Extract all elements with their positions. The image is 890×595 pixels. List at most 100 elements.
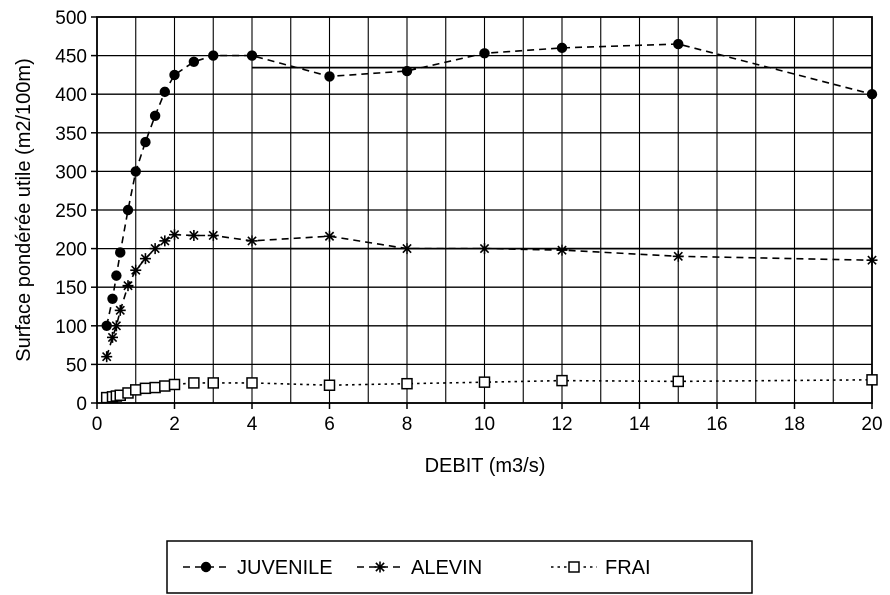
y-tick-label: 0: [76, 394, 87, 415]
juvenile-point: [107, 293, 118, 304]
y-axis-title: Surface pondérée utile (m2/100m): [13, 58, 35, 362]
grid-layer: [96, 16, 873, 404]
asterisk-stroke: [208, 230, 218, 241]
x-axis-title: DEBIT (m3/s): [425, 455, 546, 477]
alevin-point: [556, 244, 568, 256]
juvenile-point: [556, 42, 568, 54]
legend-swatch-marker: [568, 561, 580, 573]
juvenile-point: [122, 204, 134, 216]
asterisk-stroke: [867, 255, 877, 265]
frai-point: [139, 382, 152, 395]
alevin-point: [130, 264, 142, 276]
series-alevin: [101, 229, 878, 363]
x-tick-label: 4: [247, 414, 258, 435]
frai-point: [207, 377, 219, 389]
juvenile-point: [101, 320, 112, 331]
frai-point: [188, 377, 200, 389]
legend: JUVENILE ALEVIN FRAI: [166, 540, 753, 594]
y-tick-label: 200: [55, 240, 87, 261]
frai-point: [149, 381, 161, 394]
asterisk-stroke: [247, 236, 257, 246]
y-tick-label: 300: [55, 162, 87, 183]
asterisk-stroke: [160, 236, 170, 246]
asterisk-stroke: [150, 243, 160, 254]
frai-point: [159, 380, 171, 392]
alevin-point: [207, 229, 219, 241]
asterisk-stroke: [189, 230, 199, 241]
y-tick-label: 250: [55, 201, 87, 222]
x-tick-label: 12: [551, 414, 572, 435]
juvenile-point: [188, 56, 200, 67]
alevin-point: [188, 229, 200, 241]
juvenile-point: [673, 38, 684, 50]
juvenile-point: [401, 65, 413, 77]
juvenile-point: [169, 69, 180, 81]
label-layer: DEBIT (m3/s) Surface pondérée utile (m2/…: [13, 58, 545, 477]
alevin-point: [139, 253, 151, 265]
frai-point: [323, 379, 336, 391]
juvenile-point: [140, 136, 151, 148]
alevin-point: [110, 320, 122, 332]
y-tick-label: 50: [66, 355, 87, 376]
x-tick-label: 18: [784, 414, 805, 435]
y-tick-label: 100: [55, 317, 87, 338]
juvenile-point: [149, 110, 161, 122]
alevin-point: [246, 235, 258, 247]
y-tick-label: 350: [55, 124, 87, 145]
asterisk-stroke: [324, 231, 335, 241]
x-tick-label: 6: [324, 414, 335, 435]
asterisk-stroke: [140, 253, 151, 264]
alevin-point: [107, 331, 118, 343]
juvenile-point: [130, 166, 141, 177]
asterisk-stroke: [479, 243, 490, 254]
asterisk-stroke: [375, 562, 385, 572]
asterisk-stroke: [101, 351, 112, 362]
y-tick-label: 400: [55, 85, 87, 106]
frai-point: [672, 375, 684, 388]
legend-item-frai: FRAI: [551, 557, 651, 579]
frai-point: [478, 376, 491, 388]
legend-label-juvenile: JUVENILE: [237, 557, 333, 579]
series-juvenile: [101, 38, 878, 331]
juvenile-point: [159, 86, 171, 98]
asterisk-stroke: [402, 243, 412, 254]
juvenile-point: [479, 48, 490, 59]
alevin-point: [169, 229, 180, 241]
alevin-point: [479, 243, 490, 255]
x-tick-label: 10: [474, 414, 495, 435]
x-tick-label: 16: [706, 414, 727, 435]
alevin-point: [122, 280, 134, 292]
asterisk-stroke: [557, 245, 567, 255]
series-layer: [100, 38, 878, 404]
series-frai: [100, 374, 878, 404]
axis-layer: 0 50 100 150 200 250 300 350 400 450 500 0 2 4 6 8 10 12 1…: [55, 8, 882, 435]
x-tick-label: 14: [629, 414, 651, 435]
y-tick-label: 450: [55, 47, 87, 68]
x-tick-label: 2: [169, 414, 180, 435]
juvenile-point: [115, 247, 126, 258]
juvenile-point: [111, 270, 122, 281]
x-tick-label: 8: [402, 414, 413, 435]
legend-label-alevin: ALEVIN: [411, 557, 482, 579]
asterisk-stroke: [115, 305, 125, 316]
y-tick-label: 150: [55, 278, 87, 299]
juvenile-point: [246, 50, 258, 61]
alevin-point: [101, 351, 113, 363]
asterisk-stroke: [111, 321, 122, 331]
legend-item-juvenile: JUVENILE: [183, 557, 333, 579]
alevin-point: [114, 304, 126, 316]
frai-point: [246, 377, 258, 389]
legend-label-frai: FRAI: [605, 557, 651, 579]
asterisk-stroke: [107, 332, 118, 343]
frai-point: [556, 374, 568, 387]
alevin-point: [149, 243, 161, 255]
legend-item-alevin: ALEVIN: [357, 557, 482, 579]
legend-items: JUVENILE ALEVIN FRAI: [183, 557, 651, 579]
alevin-point: [324, 230, 335, 242]
frai-point: [866, 374, 878, 386]
alevin-point: [401, 243, 413, 255]
frai-point: [401, 377, 413, 390]
alevin-point: [866, 254, 878, 266]
